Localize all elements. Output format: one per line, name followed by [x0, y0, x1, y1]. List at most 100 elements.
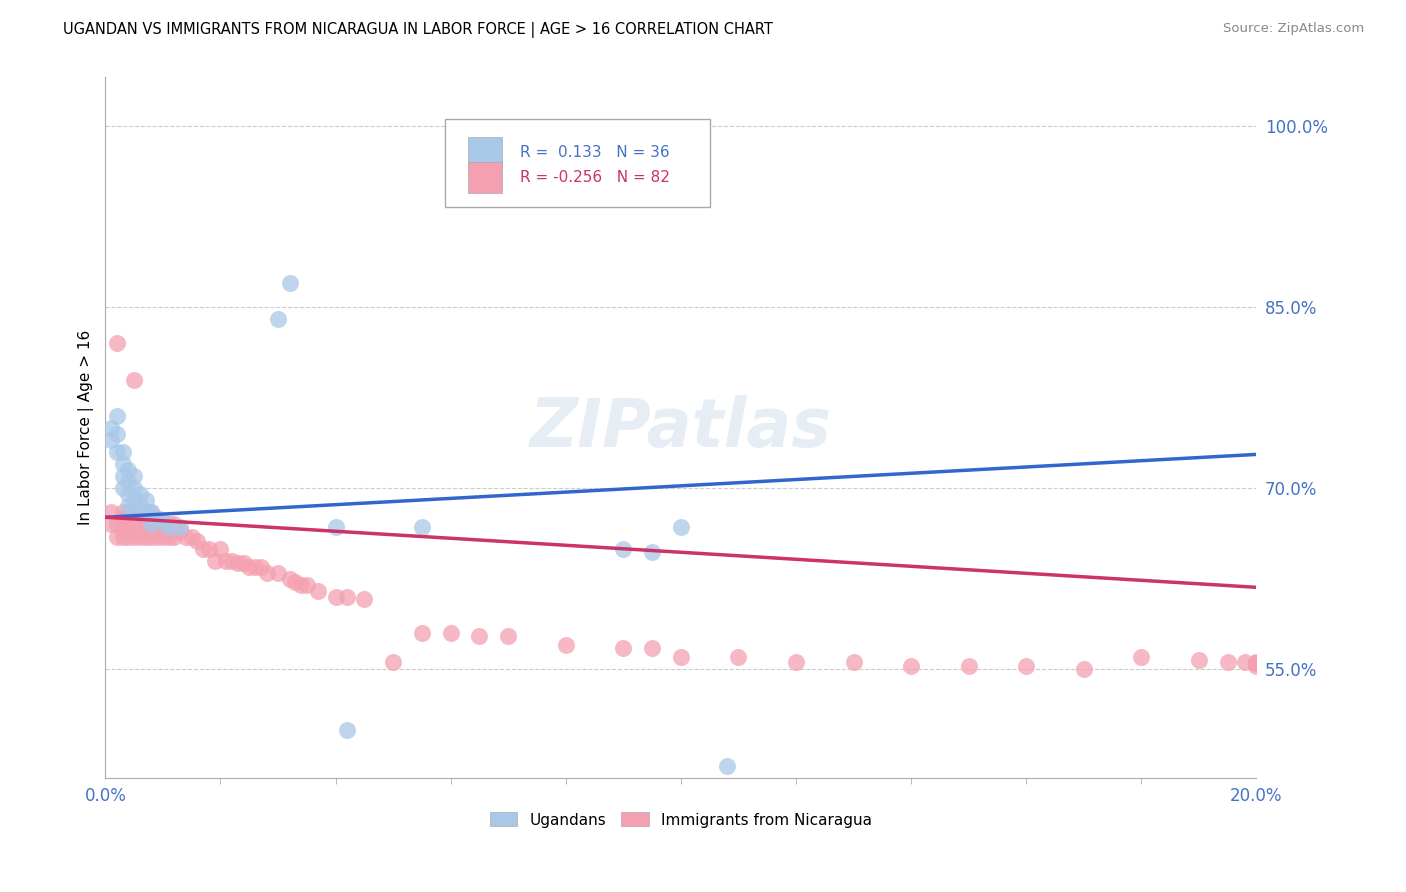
Point — [146, 530, 169, 544]
Point — [146, 511, 169, 525]
Point — [122, 517, 145, 532]
Point — [129, 505, 152, 519]
Point — [336, 723, 359, 737]
Point — [129, 500, 152, 514]
Point — [111, 481, 134, 495]
Point — [135, 505, 157, 519]
Legend: Ugandans, Immigrants from Nicaragua: Ugandans, Immigrants from Nicaragua — [484, 806, 879, 834]
Point — [135, 505, 157, 519]
Point — [117, 500, 139, 514]
Point — [496, 629, 519, 643]
Point — [785, 655, 807, 669]
Text: ZIPatlas: ZIPatlas — [530, 395, 832, 461]
Point — [1246, 655, 1268, 669]
Point — [135, 493, 157, 508]
Point — [111, 469, 134, 483]
Point — [111, 511, 134, 525]
Point — [612, 541, 634, 556]
Point — [100, 505, 122, 519]
Point — [122, 469, 145, 483]
Point — [215, 554, 238, 568]
FancyBboxPatch shape — [444, 120, 710, 207]
Point — [157, 517, 180, 532]
Point — [105, 445, 128, 459]
Point — [122, 493, 145, 508]
Text: R = -0.256   N = 82: R = -0.256 N = 82 — [520, 169, 669, 185]
Point — [307, 583, 329, 598]
Point — [267, 566, 290, 580]
Point — [122, 530, 145, 544]
Point — [122, 481, 145, 495]
Point — [554, 638, 576, 652]
Point — [727, 650, 749, 665]
Point — [1188, 653, 1211, 667]
Point — [117, 475, 139, 490]
Point — [141, 517, 163, 532]
Point — [957, 658, 980, 673]
Point — [669, 650, 692, 665]
Point — [209, 541, 232, 556]
Point — [716, 759, 738, 773]
Point — [1246, 657, 1268, 671]
Point — [295, 578, 318, 592]
FancyBboxPatch shape — [468, 161, 502, 193]
Point — [100, 421, 122, 435]
Point — [141, 530, 163, 544]
Point — [117, 463, 139, 477]
Point — [842, 655, 865, 669]
Point — [100, 517, 122, 532]
Point — [152, 530, 174, 544]
Point — [411, 520, 433, 534]
Text: Source: ZipAtlas.com: Source: ZipAtlas.com — [1223, 22, 1364, 36]
Point — [284, 575, 307, 590]
Point — [669, 520, 692, 534]
Point — [440, 626, 463, 640]
FancyBboxPatch shape — [468, 137, 502, 169]
Point — [243, 559, 266, 574]
Point — [157, 530, 180, 544]
Point — [152, 517, 174, 532]
Point — [111, 524, 134, 538]
Point — [129, 487, 152, 501]
Point — [221, 554, 243, 568]
Point — [382, 655, 405, 669]
Point — [105, 426, 128, 441]
Point — [117, 517, 139, 532]
Point — [146, 517, 169, 532]
Point — [1073, 663, 1095, 677]
Point — [232, 556, 254, 570]
Point — [267, 312, 290, 326]
Point — [1216, 655, 1239, 669]
Point — [163, 517, 186, 532]
Point — [468, 629, 491, 643]
Point — [122, 505, 145, 519]
Point — [174, 530, 197, 544]
Point — [336, 590, 359, 604]
Point — [129, 530, 152, 544]
Point — [157, 520, 180, 534]
Point — [135, 517, 157, 532]
Point — [641, 640, 664, 655]
Point — [290, 578, 312, 592]
Point — [204, 554, 226, 568]
Point — [1130, 650, 1153, 665]
Point — [105, 409, 128, 423]
Y-axis label: In Labor Force | Age > 16: In Labor Force | Age > 16 — [79, 330, 94, 525]
Point — [111, 530, 134, 544]
Point — [135, 530, 157, 544]
Point — [141, 517, 163, 532]
Point — [122, 372, 145, 386]
Point — [152, 515, 174, 529]
Point — [198, 541, 221, 556]
Point — [180, 530, 202, 544]
Point — [141, 505, 163, 519]
Point — [117, 487, 139, 501]
Point — [111, 505, 134, 519]
Point — [105, 336, 128, 351]
Point — [105, 530, 128, 544]
Point — [249, 559, 271, 574]
Point — [163, 530, 186, 544]
Text: R =  0.133   N = 36: R = 0.133 N = 36 — [520, 145, 669, 161]
Point — [122, 505, 145, 519]
Point — [169, 520, 191, 534]
